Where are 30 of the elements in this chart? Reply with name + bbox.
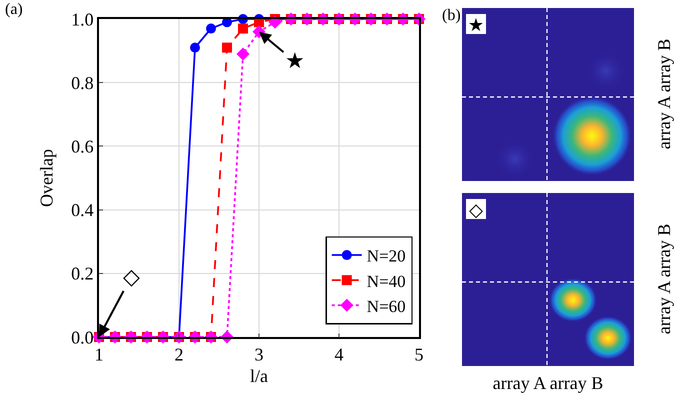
- point: [222, 42, 232, 53]
- y-tick-label: 0.6: [71, 136, 94, 156]
- y-tick-label: 0.8: [71, 72, 94, 93]
- y-axis-title: Overlap: [36, 149, 56, 207]
- legend-label: N=60: [366, 296, 406, 316]
- point: [238, 24, 248, 34]
- text: array A array B: [654, 224, 674, 334]
- x-tick-label: 3: [254, 344, 264, 364]
- y-tick-label: 0.0: [71, 327, 94, 348]
- x-tick-label: 4: [334, 344, 344, 364]
- point: [236, 47, 250, 60]
- text: ◇: [469, 200, 484, 221]
- text: (b): [442, 7, 461, 24]
- annotation: ◇: [123, 265, 140, 290]
- y-tick-label: 0.4: [71, 200, 94, 220]
- point: [190, 42, 200, 53]
- annotation: ★: [285, 49, 305, 74]
- text: ★: [468, 15, 484, 36]
- legend-label: N=40: [366, 272, 406, 291]
- text: array A array B: [654, 38, 674, 150]
- x-tick-label: 5: [414, 344, 424, 364]
- x-tick-label: 2: [174, 344, 184, 364]
- legend-label: N=20: [366, 246, 406, 266]
- y-tick-label: 1.0: [71, 9, 94, 30]
- chart-title: (a): [5, 1, 23, 18]
- point: [206, 24, 216, 34]
- text: array A array B: [492, 373, 604, 393]
- x-axis-title: l/a: [250, 366, 268, 386]
- y-tick-label: 0.2: [71, 264, 94, 284]
- x-tick-label: 1: [94, 344, 104, 364]
